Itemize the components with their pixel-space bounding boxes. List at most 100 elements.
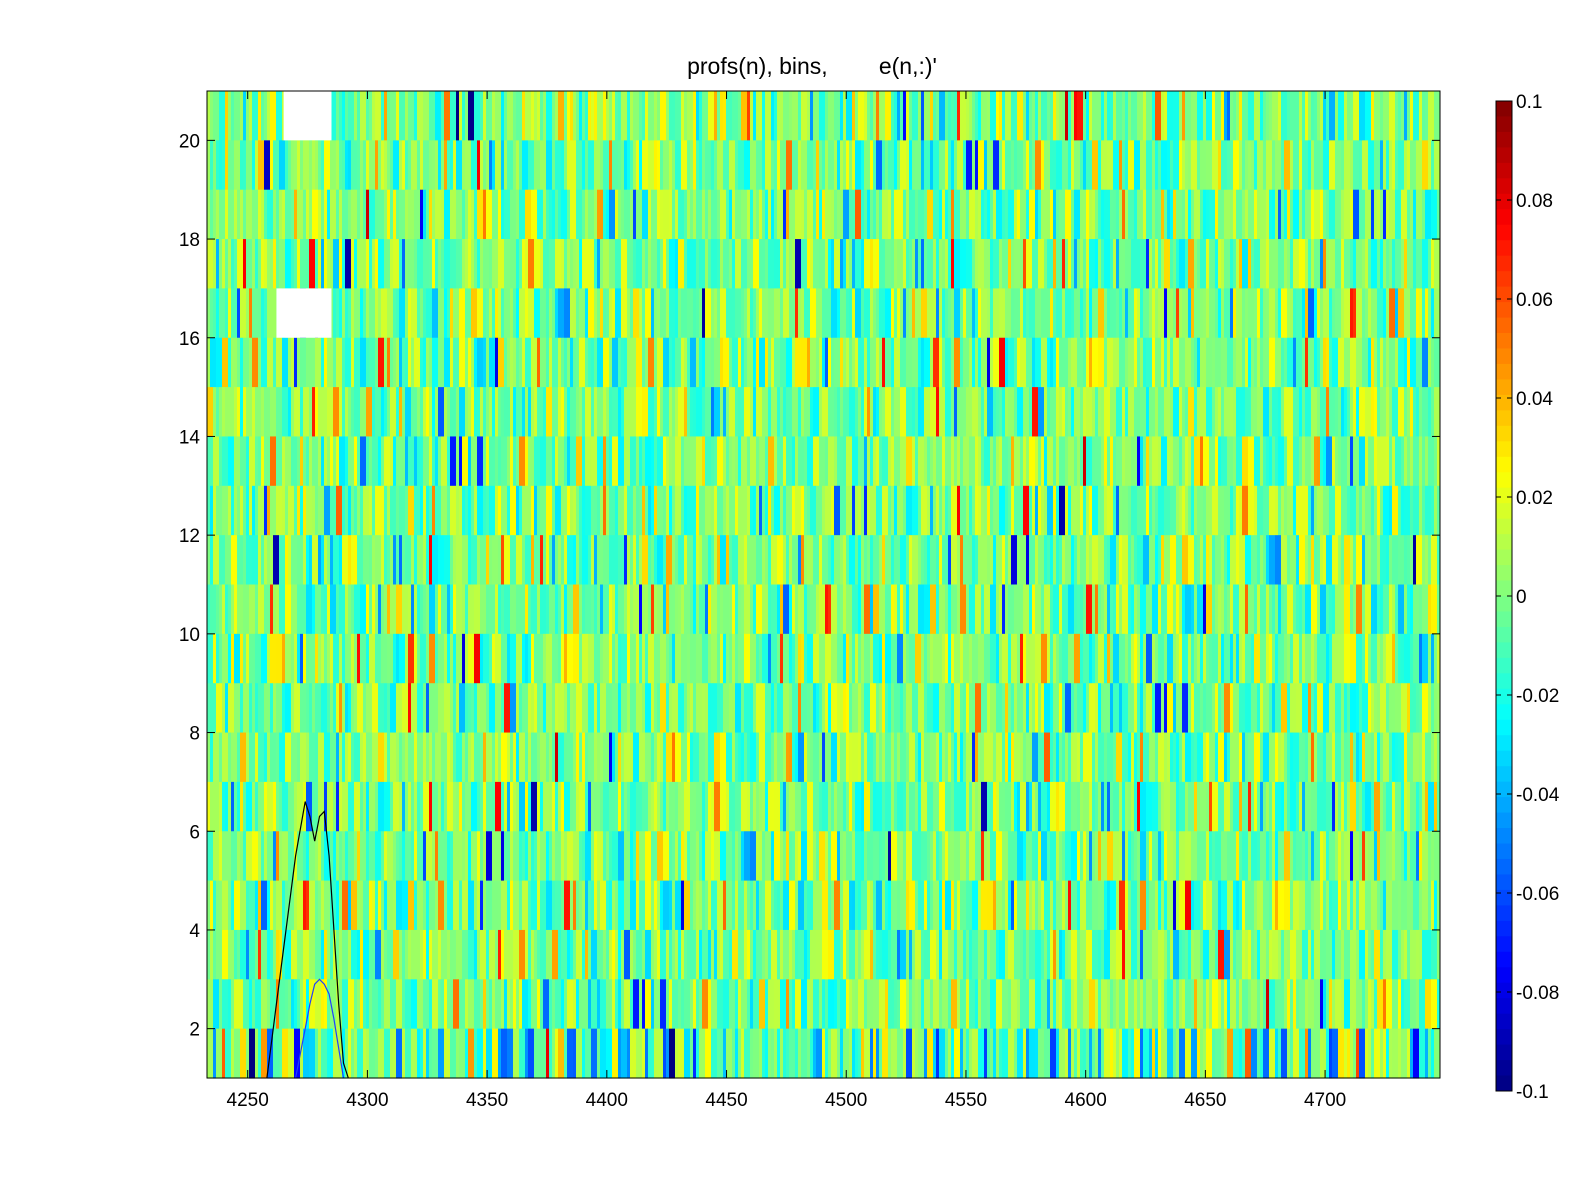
- heatmap-cell: [930, 436, 933, 487]
- heatmap-cell: [1428, 535, 1431, 586]
- heatmap-cell: [579, 337, 585, 388]
- heatmap-cell: [1377, 732, 1380, 783]
- heatmap-cell: [423, 831, 426, 882]
- heatmap-cell: [720, 732, 726, 783]
- heatmap-cell: [429, 140, 432, 191]
- heatmap-cell: [837, 732, 840, 783]
- heatmap-cell: [234, 387, 237, 438]
- heatmap-cell: [921, 288, 927, 339]
- heatmap-cell: [1215, 239, 1218, 289]
- heatmap-cell: [1188, 485, 1191, 536]
- heatmap-cell: [579, 239, 582, 289]
- heatmap-cell: [339, 387, 342, 438]
- heatmap-cell: [690, 436, 696, 487]
- heatmap-cell: [1287, 683, 1290, 734]
- heatmap-cell: [546, 436, 552, 487]
- heatmap-cell: [492, 880, 498, 931]
- heatmap-cell: [756, 140, 762, 191]
- heatmap-cell: [1314, 189, 1320, 240]
- heatmap-cell: [876, 732, 879, 783]
- heatmap-cell: [1428, 288, 1431, 339]
- heatmap-cell: [855, 288, 861, 339]
- heatmap-cell: [744, 732, 747, 783]
- heatmap-cell: [1272, 140, 1275, 191]
- heatmap-cell: [810, 337, 816, 388]
- heatmap-cell: [729, 584, 732, 635]
- heatmap-cell: [408, 288, 411, 339]
- heatmap-cell: [1341, 683, 1344, 734]
- heatmap-cell: [1035, 584, 1041, 635]
- heatmap-cell: [654, 683, 657, 734]
- heatmap-cell: [1410, 535, 1413, 586]
- heatmap-cell: [390, 337, 393, 388]
- heatmap-cell: [1395, 239, 1401, 289]
- heatmap-cell: [387, 189, 390, 240]
- heatmap-cell: [513, 732, 516, 783]
- heatmap-cell: [1206, 732, 1209, 783]
- heatmap-cell: [957, 91, 960, 141]
- heatmap-cell: [264, 189, 267, 240]
- heatmap-cell: [384, 337, 387, 388]
- heatmap-cell: [1371, 387, 1374, 438]
- heatmap-cell: [1287, 633, 1290, 684]
- heatmap-cell: [1371, 189, 1374, 240]
- heatmap-cell: [531, 831, 534, 882]
- heatmap-cell: [666, 288, 669, 339]
- heatmap-cell: [399, 732, 402, 783]
- heatmap-cell: [348, 781, 354, 832]
- heatmap-cell: [1416, 337, 1422, 388]
- heatmap-cell: [483, 831, 486, 882]
- heatmap-cell: [834, 140, 837, 191]
- heatmap-cell: [444, 91, 450, 141]
- heatmap-cell: [1242, 485, 1248, 536]
- heatmap-cell: [894, 732, 897, 783]
- heatmap-cell: [255, 140, 258, 191]
- heatmap-cell: [888, 436, 891, 487]
- heatmap-cell: [1251, 535, 1257, 586]
- heatmap-cell: [1404, 633, 1410, 684]
- heatmap-cell: [486, 189, 492, 240]
- heatmap-cell: [642, 535, 648, 586]
- heatmap-cell: [513, 387, 516, 438]
- heatmap-cell: [738, 633, 744, 684]
- heatmap-cell: [822, 781, 828, 832]
- heatmap-cell: [567, 584, 573, 635]
- heatmap-cell: [894, 683, 900, 734]
- heatmap-cell: [495, 140, 501, 191]
- heatmap-cell: [525, 91, 531, 141]
- heatmap-cell: [669, 239, 675, 289]
- heatmap-cell: [531, 91, 534, 141]
- heatmap-cell: [219, 781, 222, 832]
- heatmap-cell: [1158, 732, 1164, 783]
- heatmap-cell: [849, 140, 852, 191]
- heatmap-cell: [477, 535, 480, 586]
- heatmap-cell: [417, 781, 420, 832]
- heatmap-cell: [771, 189, 774, 240]
- heatmap-cell: [255, 732, 258, 783]
- heatmap-cell: [756, 831, 759, 882]
- heatmap-cell: [768, 633, 771, 684]
- heatmap-cell: [1344, 288, 1350, 339]
- heatmap-cell: [1284, 633, 1287, 684]
- heatmap-cell: [1317, 387, 1320, 438]
- heatmap-cell: [1146, 91, 1152, 141]
- heatmap-cell: [774, 485, 780, 536]
- heatmap-cell: [903, 683, 906, 734]
- heatmap-cell: [1020, 288, 1023, 339]
- heatmap-cell: [1110, 189, 1113, 240]
- heatmap-cell: [753, 337, 756, 388]
- heatmap-cell: [663, 436, 666, 487]
- heatmap-cell: [1326, 436, 1332, 487]
- heatmap-cell: [693, 732, 699, 783]
- heatmap-cell: [897, 633, 903, 684]
- heatmap-cell: [1248, 781, 1251, 832]
- heatmap-cell: [951, 535, 957, 586]
- heatmap-cell: [1332, 781, 1335, 832]
- heatmap-cell: [456, 140, 462, 191]
- heatmap-cell: [1089, 288, 1092, 339]
- heatmap-cell: [1266, 831, 1269, 882]
- heatmap-cell: [609, 91, 612, 141]
- heatmap-cell: [906, 683, 912, 734]
- heatmap-cell: [357, 535, 363, 586]
- heatmap-cell: [1239, 781, 1242, 832]
